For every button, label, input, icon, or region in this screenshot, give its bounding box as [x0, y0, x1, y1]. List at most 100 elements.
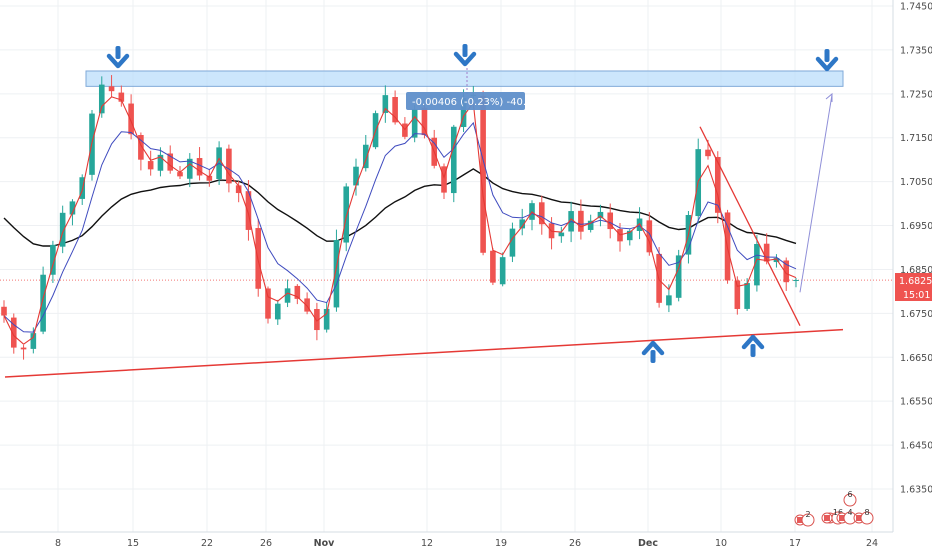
candle-body — [274, 303, 281, 320]
grid-lines — [0, 0, 893, 532]
ma-50-line — [3, 121, 797, 333]
candle-body — [1, 306, 7, 316]
candle-body — [333, 240, 340, 308]
candle-body — [50, 244, 56, 275]
time-tick-label: 22 — [201, 538, 213, 549]
candle-body — [69, 201, 76, 215]
price-tick-label: 1.66500 — [900, 353, 932, 364]
event-marker[interactable]: 8 — [853, 508, 874, 525]
price-tick-label: 1.73500 — [900, 45, 932, 56]
candle-body — [411, 109, 418, 138]
candle-body — [59, 212, 66, 247]
support-trendline[interactable] — [4, 328, 844, 378]
ma-20-line — [3, 96, 797, 345]
candle-body — [30, 333, 37, 349]
event-marker[interactable]: 2 — [794, 510, 815, 527]
candle-body — [196, 158, 203, 176]
candle-body — [177, 172, 183, 177]
down-arrow-icon — [453, 44, 477, 67]
measure-label: -0.00406 (-0.23%) -40.6 — [412, 97, 532, 108]
candle-body — [245, 191, 252, 230]
price-tick-label: 1.63500 — [900, 485, 932, 496]
candle-body — [763, 243, 770, 262]
event-count: 8 — [864, 508, 869, 517]
candle-body — [626, 230, 633, 241]
time-tick-label: 19 — [495, 538, 507, 549]
time-tick-label: 12 — [421, 538, 433, 549]
candle-body — [147, 161, 154, 170]
price-tick-label: 1.67500 — [900, 309, 932, 320]
candle-body — [714, 156, 721, 213]
candle-body — [304, 298, 310, 312]
economic-events[interactable]: 6 2 16 4 8 — [794, 490, 874, 527]
candle-body — [284, 288, 291, 303]
candle-body — [490, 250, 496, 283]
candle-body — [646, 220, 653, 253]
last-price-label: 1.68256 — [899, 276, 932, 287]
candle-body — [509, 228, 516, 257]
price-tick-label: 1.69500 — [900, 221, 932, 232]
event-marker[interactable]: 6 — [843, 490, 857, 507]
price-axis[interactable]: 1.74500 1.73500 1.72500 1.71500 1.70500 1.695… — [900, 2, 932, 496]
candle-body — [382, 95, 389, 113]
candle-body — [157, 154, 164, 171]
candle-body — [754, 243, 760, 286]
candle-body — [323, 308, 330, 330]
drawings-layer — [4, 44, 844, 378]
event-count: 16 — [833, 508, 843, 517]
candle-body — [343, 186, 350, 243]
candle-body — [138, 135, 144, 160]
time-tick-label: 26 — [260, 538, 272, 549]
candle-body — [578, 210, 584, 232]
price-tick-label: 1.68500 — [900, 265, 932, 276]
descending-trendline[interactable] — [699, 126, 801, 326]
candle-body — [480, 95, 486, 253]
candle-body — [362, 144, 369, 169]
candle-body — [734, 280, 741, 309]
candle-body — [235, 185, 242, 194]
candle-body — [558, 232, 565, 237]
projection-arrowhead — [825, 92, 833, 102]
candle-body — [538, 202, 545, 225]
event-count: 2 — [805, 510, 810, 519]
event-count: 4 — [847, 508, 852, 517]
time-tick-label: Nov — [314, 538, 335, 549]
time-tick-label: Dec — [638, 538, 658, 549]
event-marker[interactable]: 4 — [836, 508, 857, 525]
candle-body — [675, 255, 682, 298]
candle-body — [167, 153, 174, 171]
measure-box — [406, 92, 525, 110]
candle-body — [783, 260, 790, 283]
candle-body — [98, 84, 105, 114]
candle-body — [206, 175, 213, 181]
last-price-tag — [895, 273, 932, 287]
candle-body — [666, 295, 672, 306]
candle-body — [118, 92, 125, 102]
candle-body — [294, 285, 301, 299]
candle-body — [186, 158, 193, 179]
candle-body — [314, 309, 320, 331]
time-tick-label: 17 — [789, 538, 801, 549]
time-tick-label: 8 — [55, 538, 61, 549]
event-count: 6 — [847, 490, 852, 499]
resistance-zone[interactable] — [85, 70, 844, 87]
price-tick-label: 1.74500 — [900, 2, 932, 13]
time-tick-label: 15 — [127, 538, 139, 549]
candle-body — [607, 212, 614, 230]
price-tick-label: 1.70500 — [900, 177, 932, 188]
candle-body — [705, 149, 711, 157]
moving-averages — [3, 96, 797, 345]
down-arrow-icon — [815, 49, 839, 72]
price-tick-label: 1.65500 — [900, 397, 932, 408]
ma-200-layer — [3, 168, 797, 247]
time-tick-label: 10 — [715, 538, 727, 549]
time-tick-label: 26 — [569, 538, 581, 549]
projection-line[interactable] — [799, 94, 833, 293]
time-axis[interactable]: 8 15 22 26 Nov 12 19 26 Dec 10 17 24 — [55, 538, 878, 549]
up-arrow-icon — [641, 340, 665, 363]
candle-body — [40, 274, 46, 332]
price-tick-label: 1.71500 — [900, 133, 932, 144]
candle-body — [353, 166, 359, 186]
countdown-label: 15:01 — [903, 290, 930, 301]
